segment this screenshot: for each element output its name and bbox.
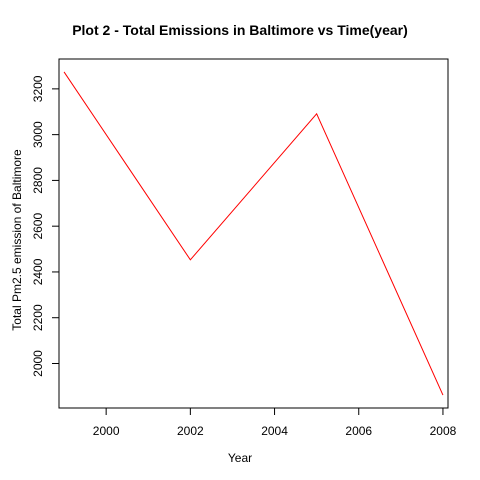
- y-axis: 2000 2200 2400 2600 2800 3000 3200: [31, 75, 59, 377]
- y-tick-label: 3000: [31, 121, 45, 148]
- x-axis: 2000 2002 2004 2006 2008: [93, 408, 457, 438]
- y-tick-label: 3200: [31, 75, 45, 102]
- y-tick-label: 2400: [31, 258, 45, 285]
- y-tick-label: 2200: [31, 304, 45, 331]
- series-layer: [63, 71, 444, 396]
- chart-title: Plot 2 - Total Emissions in Baltimore vs…: [72, 22, 408, 38]
- x-tick-label: 2008: [430, 424, 457, 438]
- x-tick-label: 2002: [177, 424, 204, 438]
- plot-frame: [58, 58, 449, 409]
- y-tick-label: 2800: [31, 167, 45, 194]
- y-axis-label: Total Pm2.5 emission of Baltimore: [10, 149, 24, 331]
- y-tick-label: 2600: [31, 213, 45, 240]
- x-tick-label: 2006: [345, 424, 372, 438]
- y-tick-label: 2000: [31, 350, 45, 377]
- x-tick-label: 2004: [261, 424, 288, 438]
- series-line: [63, 71, 444, 396]
- x-tick-label: 2000: [93, 424, 120, 438]
- x-axis-label: Year: [227, 451, 253, 465]
